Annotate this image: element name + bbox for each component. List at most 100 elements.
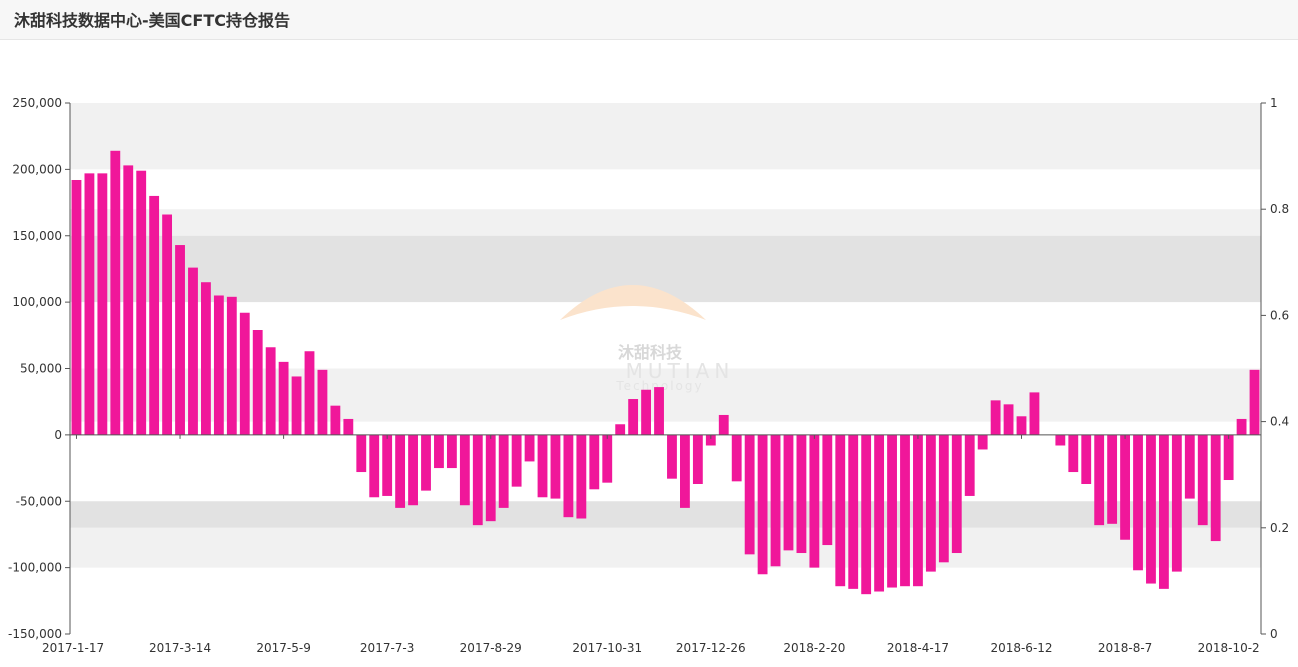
- y-tick-label: -150,000: [8, 627, 62, 641]
- watermark-cn: 沐甜科技: [618, 343, 683, 362]
- bar: [1120, 434, 1130, 540]
- watermark-logo-icon: [560, 285, 706, 320]
- bar: [485, 434, 496, 522]
- bar: [757, 434, 768, 575]
- bar: [1081, 434, 1092, 484]
- bar: [977, 434, 988, 450]
- background-band: [70, 235, 1261, 303]
- bar: [1094, 434, 1105, 526]
- bar: [110, 150, 121, 435]
- bar: [822, 434, 833, 546]
- bar: [602, 434, 613, 483]
- bar: [835, 434, 846, 587]
- x-tick-label: 2017-1-17: [42, 641, 104, 655]
- bar: [1184, 434, 1195, 499]
- header-bar: 沐甜科技数据中心-美国CFTC持仓报告: [0, 0, 1298, 40]
- bar: [576, 434, 587, 519]
- bar: [369, 434, 380, 498]
- page-title: 沐甜科技数据中心-美国CFTC持仓报告: [14, 11, 290, 30]
- y-tick-label: 100,000: [12, 295, 62, 309]
- bar-series: [71, 150, 1260, 595]
- bar: [1236, 418, 1247, 435]
- bar: [1133, 434, 1143, 571]
- y2-tick-label: 0.4: [1270, 415, 1289, 429]
- bar: [459, 434, 470, 506]
- bar: [938, 434, 949, 563]
- bar: [770, 434, 781, 567]
- bar: [1197, 434, 1208, 526]
- x-tick-label: 2018-6-12: [990, 641, 1052, 655]
- bar: [330, 405, 341, 435]
- y2-tick-label: 1: [1270, 96, 1278, 110]
- background-band: [70, 103, 1261, 170]
- bar: [239, 312, 250, 435]
- bar: [550, 434, 561, 499]
- bar: [317, 369, 328, 435]
- bar: [563, 434, 574, 518]
- bar: [1158, 434, 1169, 589]
- bar: [925, 434, 936, 572]
- y-axis-left: 250,000 200,000 150,000 100,000 50,000 0 -50,0…: [8, 96, 70, 641]
- bar: [97, 173, 108, 435]
- bar: [783, 434, 794, 551]
- background-bands: [70, 103, 1261, 568]
- bar: [718, 414, 729, 435]
- bar: [900, 434, 910, 587]
- bar: [524, 434, 535, 462]
- bar: [213, 295, 224, 435]
- bar: [71, 179, 82, 435]
- y-tick-label: 50,000: [20, 362, 62, 376]
- bar: [874, 434, 885, 592]
- x-tick-label: 2018-10-2: [1198, 641, 1260, 655]
- background-band: [70, 209, 1261, 236]
- bar: [679, 434, 690, 508]
- bar: [382, 434, 393, 496]
- bar: [175, 245, 185, 435]
- bar: [913, 434, 923, 587]
- bar: [1055, 434, 1066, 446]
- bar: [395, 434, 406, 508]
- x-tick-label: 2017-3-14: [149, 641, 211, 655]
- x-axis: 2017-1-17 2017-3-14 2017-5-9 2017-7-3 2017-8…: [42, 434, 1260, 655]
- y2-tick-label: 0.6: [1270, 308, 1289, 322]
- bar: [1171, 434, 1182, 572]
- bar: [887, 434, 897, 588]
- bar: [731, 434, 742, 482]
- bar: [278, 361, 289, 435]
- bar: [848, 434, 859, 589]
- bar: [498, 434, 509, 508]
- bar: [589, 434, 600, 490]
- bar: [1029, 392, 1040, 435]
- y-tick-label: 0: [54, 428, 62, 442]
- x-tick-label: 2017-12-26: [676, 641, 746, 655]
- y-axis-right: 1 0.8 0.6 0.4 0.2 0: [1261, 96, 1289, 641]
- bar: [343, 418, 354, 435]
- bar: [1003, 404, 1014, 435]
- bar: [356, 434, 367, 473]
- x-tick-label: 2017-5-9: [256, 641, 310, 655]
- bar: [265, 347, 276, 435]
- bar: [446, 434, 457, 469]
- bar: [809, 434, 820, 568]
- bar: [84, 173, 95, 435]
- bar: [408, 434, 418, 506]
- bar: [641, 389, 652, 435]
- background-band: [70, 527, 1261, 568]
- bar: [1210, 434, 1221, 542]
- bar: [511, 434, 522, 487]
- x-tick-label: 2018-2-20: [783, 641, 845, 655]
- bar: [1016, 416, 1027, 435]
- bar: [1146, 434, 1156, 584]
- x-tick-label: 2017-7-3: [360, 641, 414, 655]
- bar: [1249, 369, 1260, 435]
- bar: [136, 170, 147, 435]
- bar: [252, 330, 263, 435]
- bar: [162, 214, 173, 435]
- watermark-en: MUTIAN: [626, 359, 735, 383]
- y-tick-label: -50,000: [16, 494, 62, 508]
- bar: [861, 434, 872, 595]
- bar: [123, 165, 134, 435]
- y2-tick-label: 0: [1270, 627, 1278, 641]
- y-tick-label: 200,000: [12, 162, 62, 176]
- bar: [1223, 434, 1234, 481]
